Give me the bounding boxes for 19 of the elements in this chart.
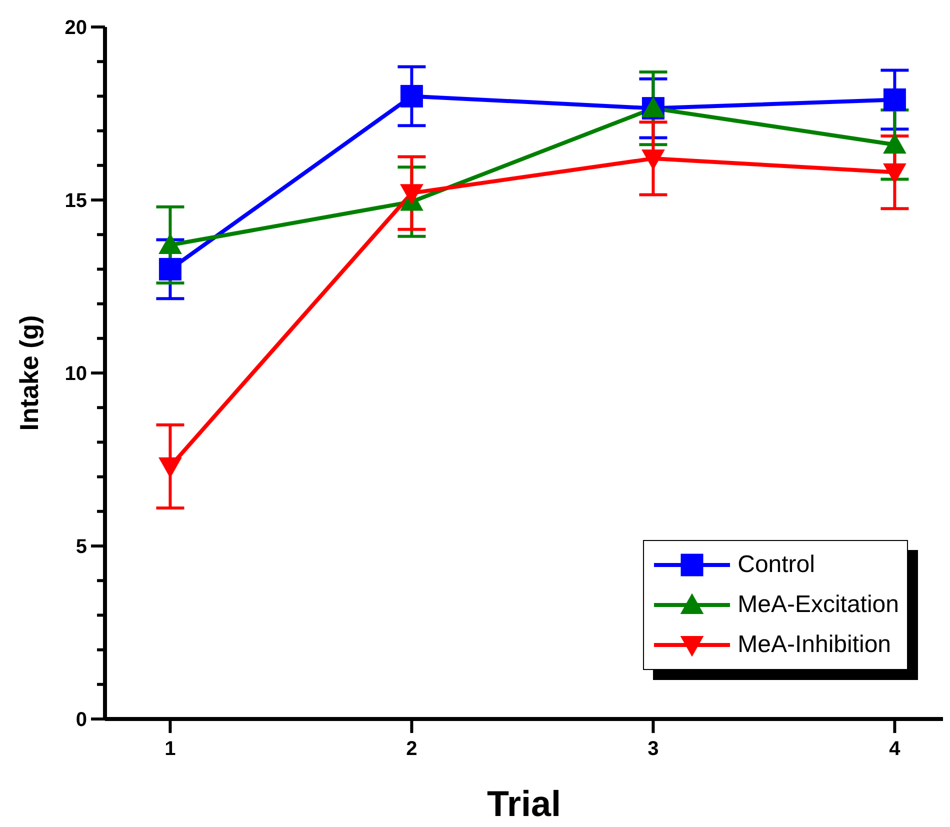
y-tick-label: 10 [64, 363, 87, 385]
legend-label: MeA-Excitation [738, 591, 899, 619]
y-tick-label: 15 [64, 190, 87, 212]
legend-label: MeA-Inhibition [738, 631, 892, 659]
y-tick-label: 20 [64, 17, 87, 39]
y-tick-label: 0 [76, 709, 87, 731]
x-axis-title: Trial [486, 783, 562, 824]
x-tick-label: 3 [648, 738, 659, 760]
point [883, 88, 906, 111]
point [158, 258, 182, 280]
x-tick-label: 1 [164, 738, 176, 760]
point [400, 184, 424, 205]
y-tick-label: 5 [76, 536, 87, 558]
y-axis-title: Intake (g) [14, 315, 44, 431]
x-tick-label: 4 [889, 738, 902, 760]
point [883, 132, 906, 154]
legend-label: Control [738, 551, 815, 579]
x-tick-label: 2 [406, 738, 418, 760]
point [400, 84, 423, 108]
